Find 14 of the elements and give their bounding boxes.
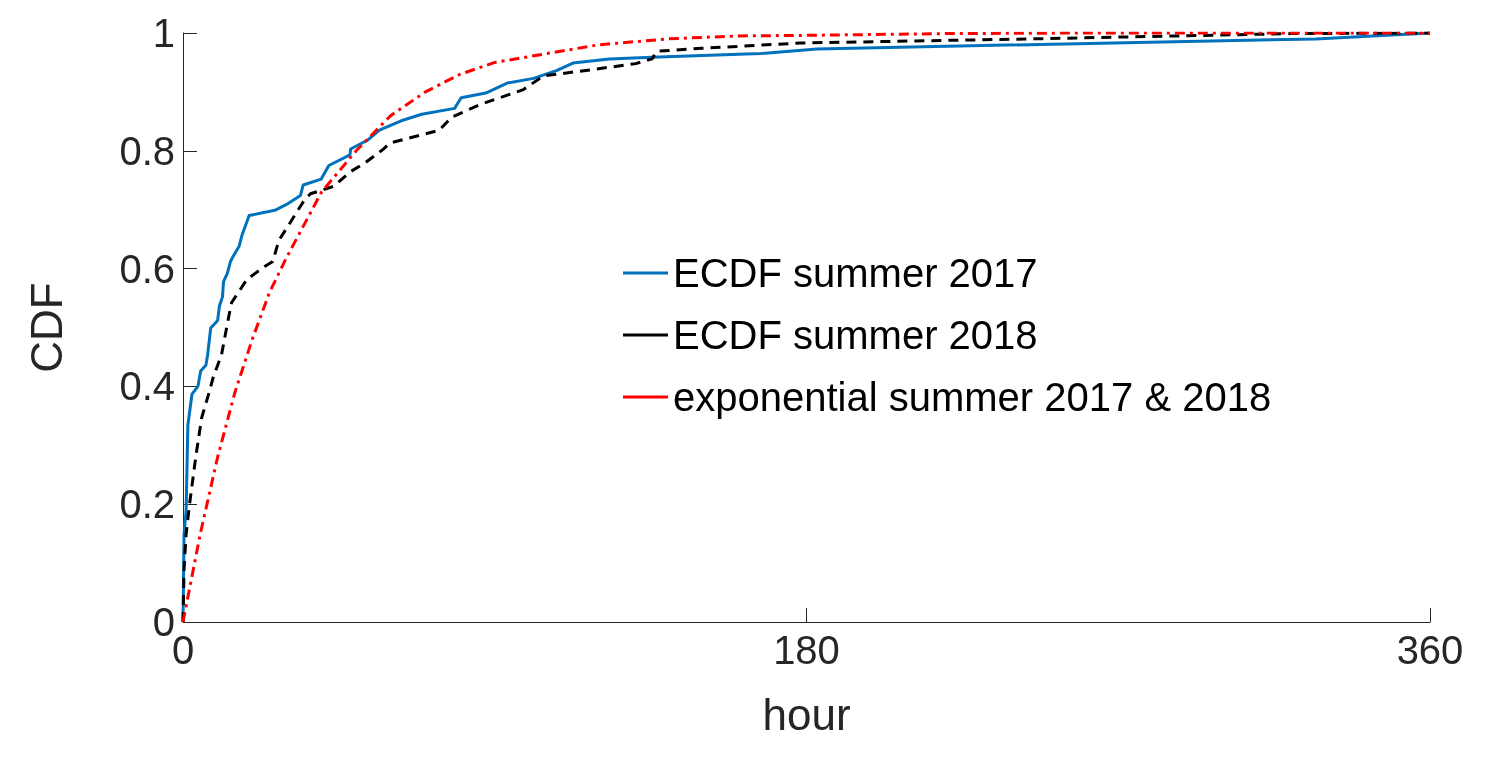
x-tick-label: 360 — [1396, 628, 1464, 672]
x-axis-title: hour — [762, 689, 851, 739]
legend-label: exponential summer 2017 & 2018 — [673, 375, 1272, 419]
y-tick-label: 0 — [152, 600, 175, 644]
y-tick-label: 0.4 — [119, 364, 175, 409]
y-tick-label: 0.6 — [119, 246, 175, 291]
legend-label: ECDF summer 2018 — [673, 313, 1038, 357]
line-series — [181, 31, 1432, 624]
x-tick-label: 180 — [773, 628, 840, 672]
y-tick-label: 0.8 — [119, 128, 175, 173]
y-tick-label: 0.2 — [119, 482, 175, 527]
y-tick-label: 1 — [152, 11, 175, 55]
y-axis-title: CDF — [21, 282, 71, 373]
legend-label: ECDF summer 2017 — [673, 251, 1038, 295]
